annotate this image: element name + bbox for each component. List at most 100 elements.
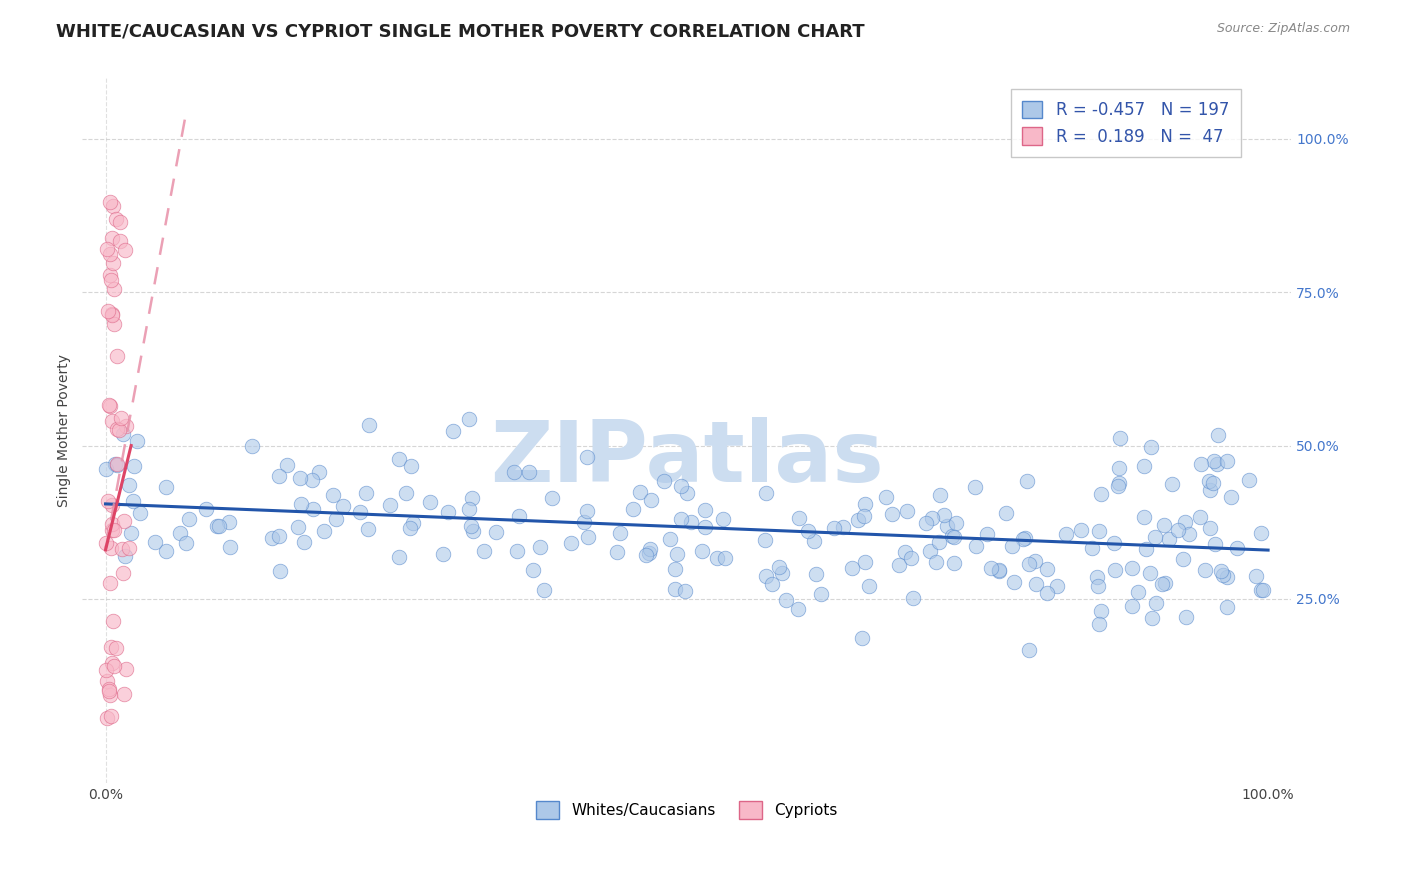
Point [388,550,411,565]
Legend: Whites/Caucasians, Cypriots: Whites/Caucasians, Cypriots [530,795,844,825]
Point [114,662,136,676]
Point [669,512,692,526]
Point [831,519,853,533]
Point [169,526,191,541]
Point [98,247,121,261]
Point [290,497,312,511]
Point [1175,610,1198,624]
Point [945,516,967,530]
Point [664,582,686,596]
Point [308,465,330,479]
Point [572,515,595,529]
Point [706,550,728,565]
Point [112,687,135,701]
Point [841,560,863,574]
Point [1177,526,1199,541]
Point [96,536,118,550]
Point [664,562,686,576]
Point [858,579,880,593]
Point [1004,575,1026,590]
Point [1159,532,1181,546]
Point [125,434,148,449]
Point [105,641,128,656]
Point [1133,458,1156,473]
Point [122,493,145,508]
Point [1152,576,1174,591]
Point [920,543,942,558]
Point [932,508,955,522]
Point [963,480,986,494]
Point [322,488,344,502]
Point [517,466,540,480]
Point [103,659,125,673]
Point [1121,599,1143,613]
Point [332,500,354,514]
Point [1024,554,1046,568]
Point [103,199,125,213]
Point [1189,457,1212,471]
Text: WHITE/CAUCASIAN VS CYPRIOT SINGLE MOTHER POVERTY CORRELATION CHART: WHITE/CAUCASIAN VS CYPRIOT SINGLE MOTHER… [56,22,865,40]
Point [101,309,124,323]
Point [269,469,291,483]
Point [111,566,134,581]
Point [1216,569,1239,583]
Point [1017,474,1039,488]
Point [1202,475,1225,490]
Point [1081,541,1104,556]
Point [1211,564,1233,578]
Point [1202,454,1225,468]
Point [914,516,936,530]
Point [810,587,832,601]
Point [100,231,122,245]
Point [94,462,117,476]
Point [395,485,418,500]
Point [1046,579,1069,593]
Point [1204,536,1226,550]
Point [988,564,1011,578]
Point [1135,542,1157,557]
Point [768,560,790,574]
Point [576,450,599,464]
Point [194,502,217,516]
Point [101,256,124,270]
Point [1012,532,1035,546]
Point [105,458,128,472]
Point [399,459,422,474]
Point [887,558,910,572]
Point [894,545,917,559]
Point [1198,520,1220,534]
Point [432,547,454,561]
Point [1018,557,1040,571]
Point [1128,585,1150,599]
Point [941,529,963,543]
Point [100,273,122,287]
Point [943,530,966,544]
Point [312,524,335,538]
Point [1144,596,1167,610]
Point [176,536,198,550]
Point [1250,525,1272,540]
Point [96,674,118,689]
Point [666,547,689,561]
Point [1139,566,1161,581]
Point [98,268,121,282]
Point [292,534,315,549]
Point [652,474,675,488]
Point [900,550,922,565]
Point [1140,611,1163,625]
Point [276,458,298,472]
Point [357,522,380,536]
Point [103,523,125,537]
Point [112,514,135,528]
Point [1014,531,1036,545]
Point [1160,477,1182,491]
Point [1244,568,1267,582]
Point [100,640,122,654]
Point [388,451,411,466]
Point [796,524,818,539]
Point [110,411,132,425]
Point [925,555,948,569]
Point [1216,600,1239,615]
Point [1088,616,1111,631]
Point [115,419,138,434]
